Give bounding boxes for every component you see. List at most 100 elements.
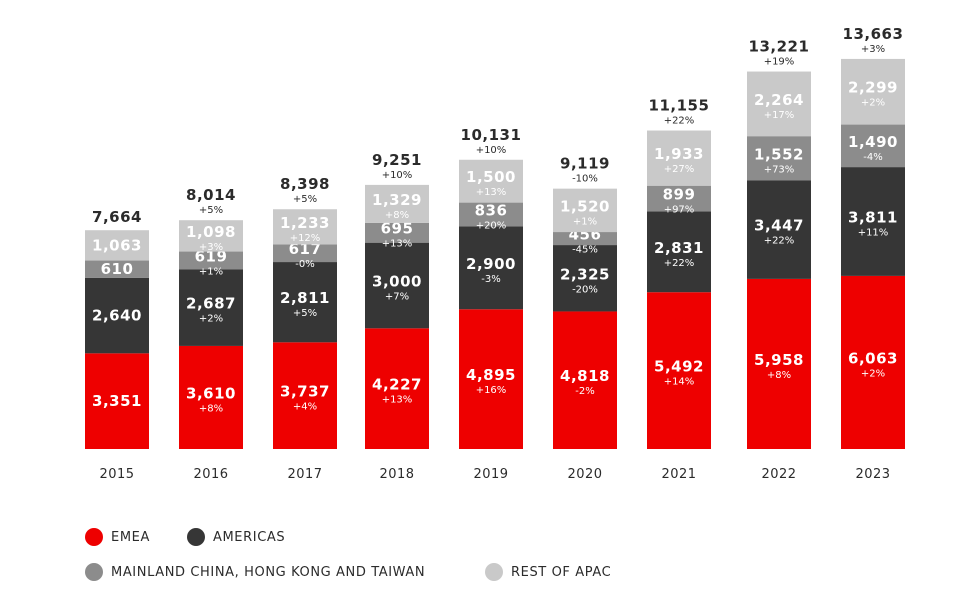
growth-label-americas-2016: +2% — [199, 314, 223, 325]
total-growth-label-2016: +5% — [199, 205, 223, 216]
x-tick-label-2018: 2018 — [379, 467, 414, 482]
value-label-emea-2023: 6,063 — [848, 349, 898, 367]
growth-label-greater-china-2016: +1% — [199, 266, 223, 277]
total-label-2015: 7,664 — [92, 208, 142, 226]
growth-label-americas-2018: +7% — [385, 291, 409, 302]
bar-segment-americas-2022 — [747, 180, 811, 279]
bar-segment-rest-of-apac-2016 — [179, 220, 243, 252]
bar-segment-americas-2021 — [647, 211, 711, 293]
bar-segment-americas-2015 — [85, 277, 149, 354]
bar-segment-rest-of-apac-2018 — [365, 184, 429, 223]
total-label-2021: 11,155 — [649, 97, 710, 115]
total-label-2022: 13,221 — [749, 38, 810, 56]
bar-segment-emea-2020 — [553, 311, 617, 449]
value-label-rest-of-apac-2020: 1,520 — [560, 197, 610, 215]
x-tick-label-2022: 2022 — [761, 467, 796, 482]
x-tick-label-2016: 2016 — [193, 467, 228, 482]
value-label-americas-2020: 2,325 — [560, 265, 610, 283]
total-label-2017: 8,398 — [280, 175, 330, 193]
total-growth-label-2020: -10% — [572, 174, 598, 185]
bar-segment-greater-china-2022 — [747, 136, 811, 181]
legend-item-americas: AMERICAS — [187, 528, 285, 546]
value-label-americas-2019: 2,900 — [466, 255, 516, 273]
value-label-emea-2019: 4,895 — [466, 366, 516, 384]
legend-item-greater-china: MAINLAND CHINA, HONG KONG AND TAIWAN — [85, 563, 425, 581]
bar-segment-americas-2019 — [459, 226, 523, 310]
total-growth-label-2018: +10% — [382, 170, 413, 181]
bar-segment-emea-2018 — [365, 328, 429, 449]
growth-label-rest-of-apac-2022: +17% — [764, 110, 795, 121]
bar-segment-emea-2017 — [273, 342, 337, 449]
bar-segment-rest-of-apac-2020 — [553, 188, 617, 233]
legend-swatch-americas — [187, 528, 205, 546]
value-label-americas-2015: 2,640 — [92, 307, 142, 325]
bar-segment-americas-2023 — [841, 167, 905, 276]
x-tick-label-2015: 2015 — [99, 467, 134, 482]
total-label-2020: 9,119 — [560, 155, 610, 173]
legend-label-greater-china: MAINLAND CHINA, HONG KONG AND TAIWAN — [111, 564, 426, 580]
value-label-rest-of-apac-2021: 1,933 — [654, 145, 704, 163]
growth-label-greater-china-2022: +73% — [764, 164, 795, 175]
bar-segment-rest-of-apac-2023 — [841, 58, 905, 125]
value-label-rest-of-apac-2018: 1,329 — [372, 191, 422, 209]
growth-label-rest-of-apac-2023: +2% — [861, 98, 885, 109]
growth-label-rest-of-apac-2017: +12% — [290, 233, 321, 244]
growth-label-greater-china-2021: +97% — [664, 205, 695, 216]
bar-segment-emea-2021 — [647, 292, 711, 449]
legend-label-rest-of-apac: REST OF APAC — [511, 564, 612, 580]
growth-label-rest-of-apac-2018: +8% — [385, 210, 409, 221]
growth-label-emea-2017: +4% — [293, 402, 317, 413]
x-tick-label-2023: 2023 — [855, 467, 890, 482]
value-label-rest-of-apac-2015: 1,063 — [92, 236, 142, 254]
growth-label-americas-2023: +11% — [858, 227, 889, 238]
legend-label-americas: AMERICAS — [213, 529, 286, 545]
value-label-emea-2022: 5,958 — [754, 351, 804, 369]
bar-segment-rest-of-apac-2017 — [273, 209, 337, 245]
total-label-2019: 10,131 — [461, 126, 522, 144]
x-tick-label-2017: 2017 — [287, 467, 322, 482]
growth-label-americas-2017: +5% — [293, 308, 317, 319]
legend-swatch-emea — [85, 528, 103, 546]
growth-label-rest-of-apac-2016: +3% — [199, 242, 223, 253]
bar-segment-emea-2023 — [841, 275, 905, 449]
value-label-americas-2018: 3,000 — [372, 272, 422, 290]
bar-segment-rest-of-apac-2019 — [459, 159, 523, 203]
value-label-rest-of-apac-2022: 2,264 — [754, 91, 804, 109]
value-label-rest-of-apac-2019: 1,500 — [466, 168, 516, 186]
value-label-greater-china-2019: 836 — [475, 202, 508, 220]
growth-label-greater-china-2018: +13% — [382, 239, 413, 250]
growth-label-americas-2022: +22% — [764, 236, 795, 247]
growth-label-americas-2020: -20% — [572, 284, 598, 295]
value-label-greater-china-2022: 1,552 — [754, 145, 804, 163]
value-label-americas-2022: 3,447 — [754, 217, 804, 235]
growth-label-rest-of-apac-2021: +27% — [664, 164, 695, 175]
value-label-greater-china-2018: 695 — [381, 220, 414, 238]
total-growth-label-2022: +19% — [764, 57, 795, 68]
growth-label-greater-china-2019: +20% — [476, 221, 507, 232]
value-label-americas-2017: 2,811 — [280, 289, 330, 307]
value-label-rest-of-apac-2016: 1,098 — [186, 223, 236, 241]
bar-segment-emea-2015 — [85, 353, 149, 449]
growth-label-americas-2019: -3% — [481, 274, 500, 285]
growth-label-emea-2021: +14% — [664, 377, 695, 388]
growth-label-rest-of-apac-2020: +1% — [573, 216, 597, 227]
bar-segment-emea-2022 — [747, 278, 811, 449]
growth-label-rest-of-apac-2019: +13% — [476, 187, 507, 198]
bar-segment-americas-2020 — [553, 245, 617, 312]
value-label-emea-2020: 4,818 — [560, 367, 610, 385]
bar-segment-emea-2019 — [459, 309, 523, 449]
legend-label-emea: EMEA — [111, 529, 150, 545]
bar-segment-rest-of-apac-2015 — [85, 230, 149, 261]
x-tick-label-2021: 2021 — [661, 467, 696, 482]
legend-swatch-greater-china — [85, 563, 103, 581]
value-label-rest-of-apac-2017: 1,233 — [280, 214, 330, 232]
value-label-greater-china-2016: 619 — [195, 247, 228, 265]
growth-label-greater-china-2017: -0% — [295, 259, 314, 270]
total-growth-label-2021: +22% — [664, 116, 695, 127]
value-label-greater-china-2017: 617 — [289, 240, 322, 258]
value-label-greater-china-2015: 610 — [101, 260, 134, 278]
total-label-2023: 13,663 — [843, 25, 904, 43]
value-label-rest-of-apac-2023: 2,299 — [848, 79, 898, 97]
growth-label-greater-china-2023: -4% — [863, 152, 882, 163]
bar-segment-greater-china-2021 — [647, 185, 711, 212]
